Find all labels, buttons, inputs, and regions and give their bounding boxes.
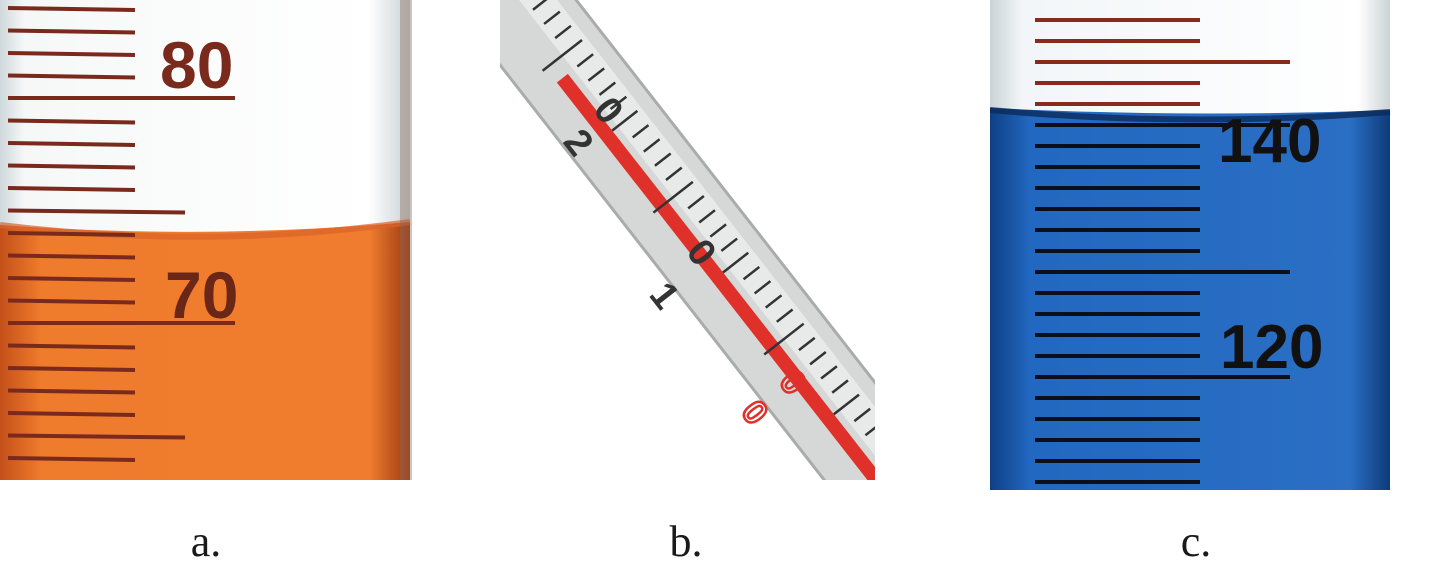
tick-mark [709, 223, 727, 238]
tick-mark [532, 0, 550, 11]
tick-mark [698, 209, 716, 224]
label-70: 70 [165, 258, 238, 332]
tick-mark [833, 393, 860, 416]
tick-mark [665, 166, 683, 181]
tick-mark [611, 109, 639, 132]
tick-marks [7, 6, 235, 462]
tick-mark [7, 28, 136, 35]
cylinder-a-svg: 80 70 [0, 0, 412, 480]
blue-liquid [990, 108, 1390, 490]
tick-mark [7, 433, 186, 440]
tick-mark [7, 51, 136, 57]
tick-mark [7, 231, 136, 237]
tick-mark [687, 195, 705, 210]
tick-mark [742, 265, 761, 281]
tick-mark [554, 24, 572, 40]
tick-mark [763, 322, 805, 356]
cylinder-c-svg: 140 120 [990, 0, 1391, 490]
tick-mark [609, 95, 628, 111]
tick-mark [576, 53, 594, 68]
meniscus [990, 107, 1391, 123]
tick-marks [1035, 18, 1290, 484]
caption-c: c. [1180, 517, 1212, 566]
caption-a: a. [190, 517, 222, 566]
tick-mark [652, 180, 694, 214]
meniscus [0, 219, 411, 240]
tick-mark [864, 421, 875, 437]
tick-mark [7, 456, 136, 462]
label-1: 1 [641, 275, 687, 318]
tick-mark [643, 138, 661, 153]
tick-mark [7, 298, 136, 305]
tick-mark [7, 208, 186, 215]
red-column [556, 73, 875, 480]
tick-mark [7, 186, 136, 192]
tick-mark [7, 388, 136, 395]
tick-mark [7, 6, 136, 12]
label-140: 140 [1218, 107, 1321, 176]
tick-mark [853, 407, 871, 423]
tick-mark [753, 280, 772, 295]
tick-mark [7, 253, 136, 260]
tick-marks [532, 0, 875, 480]
graduated-cylinder-blue-image: 140 120 [990, 0, 1400, 490]
tick-mark [7, 366, 136, 372]
graduated-cylinder-orange-image: 80 70 [0, 0, 420, 480]
tick-mark [820, 365, 838, 380]
label-120: 120 [1220, 313, 1323, 382]
label-red-0-a: 0 [734, 394, 776, 432]
tick-mark [541, 39, 583, 72]
thermometer-svg: 2 0 1 0 0 0 [500, 0, 875, 480]
tick-mark [7, 141, 136, 147]
tick-mark [809, 351, 827, 366]
tick-mark [631, 124, 650, 139]
tick-mark [831, 379, 849, 394]
thermometer-image: 2 0 1 0 0 0 [500, 0, 875, 480]
glass-edge [400, 0, 412, 480]
caption-b: b. [669, 517, 703, 566]
tick-mark [776, 308, 794, 323]
tick-mark [543, 10, 561, 25]
tick-mark [654, 152, 672, 167]
tick-mark [587, 67, 605, 82]
tick-mark [764, 294, 783, 309]
tick-mark [7, 163, 136, 170]
glass-highlight [500, 0, 875, 480]
tick-mark [7, 343, 136, 350]
tick-mark [7, 118, 136, 125]
tick-mark [7, 276, 136, 282]
label-80: 80 [160, 28, 233, 102]
tick-mark [798, 336, 816, 352]
tick-mark [720, 237, 738, 252]
tick-mark [7, 411, 136, 417]
tick-mark [7, 73, 136, 80]
tick-mark [722, 251, 750, 274]
tick-mark [598, 81, 617, 96]
